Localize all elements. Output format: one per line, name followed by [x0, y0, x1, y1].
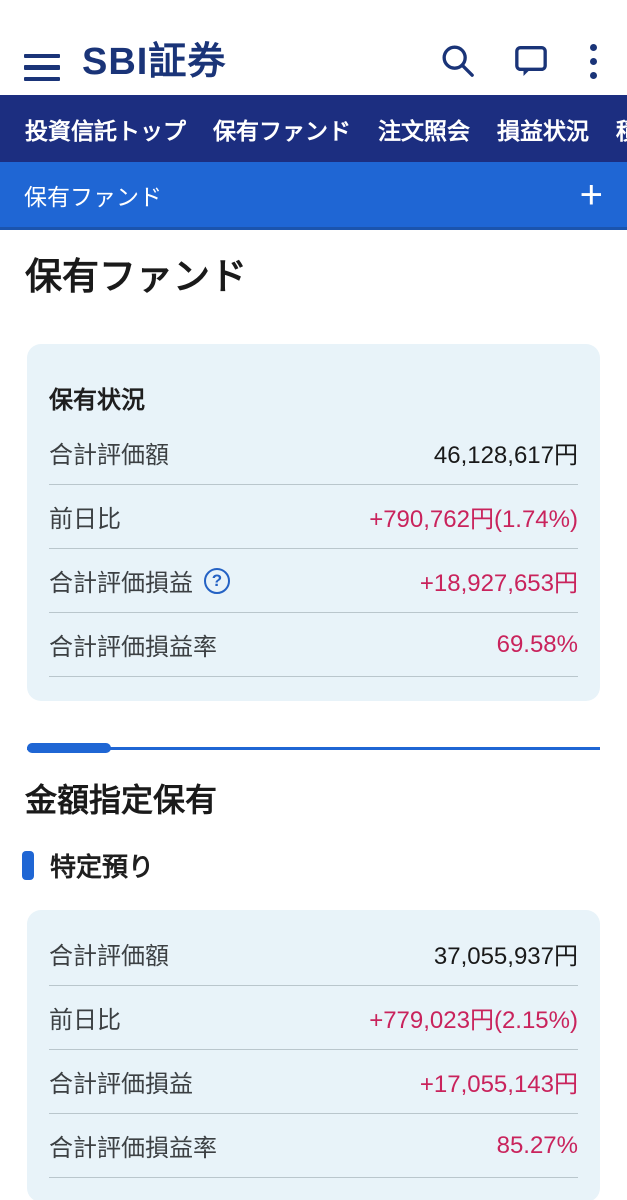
row-value: 37,055,937円: [433, 943, 578, 970]
row-label: 合計評価損益率: [49, 1135, 217, 1162]
header-actions: [438, 41, 603, 81]
row-label: 合計評価損益 ?: [49, 563, 230, 598]
row-label: 前日比: [49, 1007, 121, 1034]
nav-item-profit-loss[interactable]: 損益状況: [497, 117, 589, 144]
fund-nav-bar: 投資信託トップ 保有ファンド 注文照会 損益状況 積: [0, 95, 627, 162]
row-label: 合計評価損益率: [49, 634, 217, 661]
sbi-logo[interactable]: SBI証券: [82, 41, 227, 83]
hamburger-menu-icon[interactable]: [24, 53, 60, 81]
table-row: 合計評価損益 ? +18,927,653円: [49, 549, 578, 613]
row-label-text: 合計評価損益: [49, 570, 193, 597]
holding-status-card: 保有状況 合計評価額 46,128,617円 前日比 +790,762円(1.7…: [27, 344, 600, 701]
table-row: 合計評価額 46,128,617円: [49, 421, 578, 485]
account-type: 特定預り: [22, 847, 605, 884]
row-value: +17,055,143円: [419, 1071, 578, 1098]
nav-item-partial[interactable]: 積: [616, 112, 627, 146]
scroll-thumb[interactable]: [27, 743, 111, 753]
amount-designated-card: 合計評価額 37,055,937円 前日比 +779,023円(2.15%) 合…: [27, 910, 600, 1200]
amount-designated-heading: 金額指定保有: [25, 782, 218, 818]
collapse-bar-title: 保有ファンド: [24, 183, 162, 210]
table-row: 前日比 +779,023円(2.15%): [49, 986, 578, 1050]
account-type-label: 特定預り: [50, 852, 155, 882]
row-value: 46,128,617円: [433, 442, 578, 469]
table-row: 合計評価損益率 85.27%: [49, 1114, 578, 1178]
row-label: 合計評価額: [49, 442, 169, 469]
scroll-track: [27, 746, 600, 750]
search-icon[interactable]: [438, 41, 478, 81]
row-label: 合計評価額: [49, 943, 169, 970]
row-value: 69.58%: [496, 630, 578, 658]
scroll-indicator: [27, 743, 600, 753]
table-row: 前日比 +790,762円(1.74%): [49, 485, 578, 549]
row-value: 85.27%: [496, 1131, 578, 1159]
nav-item-fund-top[interactable]: 投資信託トップ: [25, 117, 186, 144]
help-icon[interactable]: ?: [204, 567, 230, 594]
row-value: +779,023円(2.15%): [369, 1007, 578, 1034]
holding-status-title: 保有状況: [49, 387, 145, 414]
row-value: +18,927,653円: [419, 570, 578, 597]
table-row: 合計評価損益 +17,055,143円: [49, 1050, 578, 1114]
held-funds-collapse-bar[interactable]: 保有ファンド +: [0, 162, 627, 230]
row-label: 合計評価損益: [49, 1071, 193, 1098]
account-type-marker: [22, 851, 34, 880]
table-row: 合計評価額 37,055,937円: [49, 922, 578, 986]
app-header: SBI証券: [0, 0, 627, 95]
page-title: 保有ファンド: [25, 256, 247, 297]
kebab-menu-icon[interactable]: [584, 42, 603, 81]
chat-icon[interactable]: [510, 41, 552, 81]
nav-item-held-funds[interactable]: 保有ファンド: [213, 117, 351, 144]
nav-item-order-inquiry[interactable]: 注文照会: [378, 117, 470, 144]
expand-plus-icon[interactable]: +: [579, 172, 603, 217]
row-label: 前日比: [49, 506, 121, 533]
table-row: 合計評価損益率 69.58%: [49, 613, 578, 677]
row-value: +790,762円(1.74%): [369, 506, 578, 533]
